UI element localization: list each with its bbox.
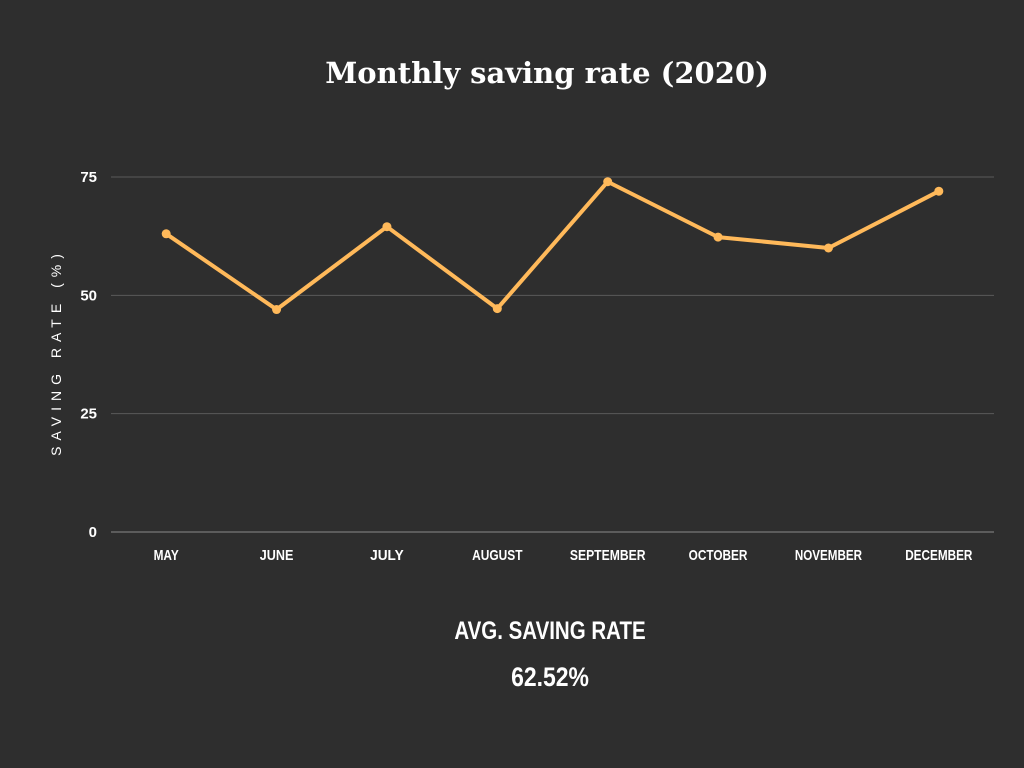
- y-axis-title: SAVING RATE (%): [48, 248, 64, 456]
- data-point-august: [492, 304, 502, 314]
- avg-saving-rate-value: 62.52%: [511, 662, 589, 692]
- data-point-june: [272, 305, 282, 315]
- x-tick-label-october: OCTOBER: [689, 547, 748, 564]
- y-tick-label-50: 50: [80, 287, 97, 304]
- x-tick-label-december: DECEMBER: [905, 547, 972, 564]
- data-point-december: [934, 186, 944, 196]
- y-tick-label-75: 75: [80, 169, 97, 186]
- data-point-september: [603, 177, 613, 187]
- y-tick-label-0: 0: [89, 524, 97, 541]
- data-point-may: [161, 229, 171, 239]
- data-point-october: [713, 232, 723, 242]
- x-tick-label-august: AUGUST: [472, 547, 522, 564]
- x-tick-label-september: SEPTEMBER: [570, 547, 646, 564]
- x-tick-label-november: NOVEMBER: [795, 547, 862, 564]
- x-tick-label-june: JUNE: [260, 547, 294, 564]
- data-point-july: [382, 222, 392, 232]
- x-tick-label-may: MAY: [154, 547, 179, 564]
- x-axis-ticks: MAY JUNE JULY AUGUST SEPTEMBER OCTOBER NOVEMBE…: [154, 547, 973, 564]
- x-tick-label-july: JULY: [370, 547, 404, 564]
- chart-title-container: Monthly saving rate (2020): [250, 56, 844, 90]
- series-layer: [161, 177, 944, 315]
- data-point-november: [823, 243, 833, 253]
- chart-title: Monthly saving rate (2020): [325, 56, 769, 90]
- series-line-0: [164, 179, 941, 312]
- y-tick-label-25: 25: [80, 406, 97, 423]
- avg-saving-rate-label: AVG. SAVING RATE: [454, 617, 646, 645]
- y-axis-ticks: 0 25 50 75: [80, 169, 97, 541]
